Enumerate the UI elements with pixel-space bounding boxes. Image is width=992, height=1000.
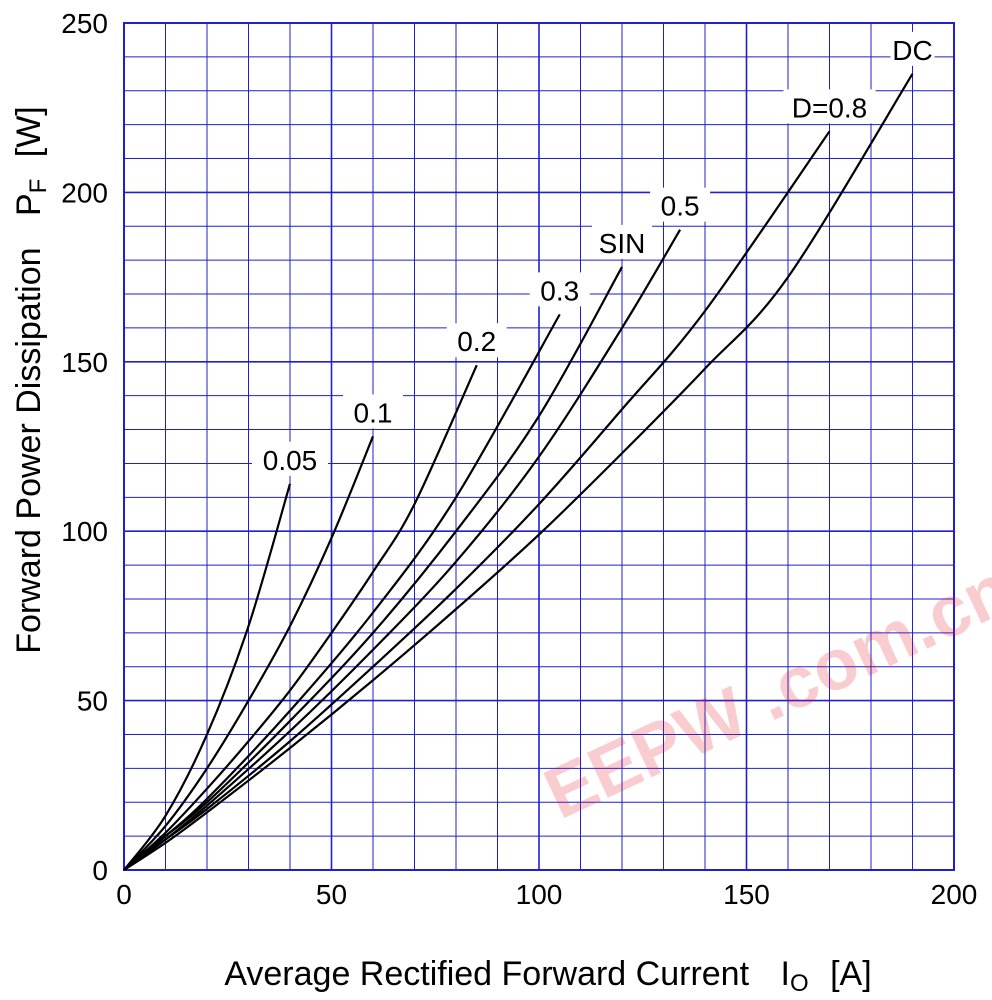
y-tick-label: 200 [61, 177, 108, 208]
y-axis-subscript: F [25, 179, 52, 194]
curve-sin [123, 266, 623, 871]
y-axis-label: Forward Power Dissipation [10, 247, 48, 653]
curve-d-0-8 [123, 130, 831, 871]
curves [123, 73, 914, 871]
x-axis-label: Average Rectified Forward Current [224, 955, 749, 993]
x-axis-title: Average Rectified Forward Current IO [A] [224, 955, 871, 999]
x-tick-label: 100 [516, 879, 563, 910]
curve-dc [123, 73, 914, 871]
curve-labels: 0.05 0.1 0.2 0.3 SIN 0.5 D=0.8 DC [252, 31, 935, 476]
curve-label-background [783, 89, 876, 124]
curve-label-d-0-8: D=0.8 [783, 89, 876, 124]
curve-label-0-5: 0.5 [650, 187, 711, 222]
curve-label-background [252, 441, 328, 476]
curve-label-0-2: 0.2 [446, 323, 507, 358]
curve-label-background [592, 224, 652, 259]
y-tick-label: 250 [61, 8, 108, 39]
curve-label-text: SIN [599, 228, 646, 259]
curve-label-sin: SIN [592, 224, 652, 259]
curve-label-background [343, 394, 403, 429]
curve-0-2 [123, 364, 478, 871]
curve-label-background [650, 187, 711, 222]
curve-label-background [446, 323, 507, 358]
curve-label-text: 0.2 [457, 326, 496, 357]
plot-frame [123, 22, 955, 871]
x-axis-symbol: I [781, 955, 790, 993]
y-axis-symbol: P [10, 193, 48, 216]
curve-0-1 [123, 435, 375, 871]
curve-label-text: DC [892, 35, 932, 66]
y-tick-label: 100 [61, 516, 108, 547]
x-axis-subscript: O [790, 970, 809, 997]
curve-label-0-1: 0.1 [343, 394, 403, 429]
grid [123, 22, 955, 871]
curve-label-text: 0.3 [540, 275, 579, 306]
curve-label-text: D=0.8 [792, 92, 868, 123]
x-tick-label: 50 [316, 879, 347, 910]
y-tick-label: 150 [61, 347, 108, 378]
curve-label-text: 0.05 [263, 445, 318, 476]
y-tick-label: 0 [92, 855, 108, 886]
curve-label-dc: DC [890, 31, 935, 66]
y-axis-title: Forward Power Dissipation PF [W] [10, 106, 54, 654]
curve-label-background [890, 31, 935, 66]
tick-labels: 0 50 100 150 200 0 50 100 150 200 250 [61, 8, 977, 910]
x-tick-label: 0 [116, 879, 132, 910]
curve-label-background [529, 272, 590, 307]
y-tick-label: 50 [77, 686, 108, 717]
x-tick-label: 200 [931, 879, 978, 910]
curve-label-text: 0.1 [354, 397, 393, 428]
curve-0-05 [123, 483, 292, 871]
y-axis-unit: [W] [10, 106, 48, 157]
x-tick-label: 150 [723, 879, 770, 910]
curve-label-0-05: 0.05 [252, 441, 328, 476]
curve-0-5 [123, 229, 682, 871]
curve-label-text: 0.5 [661, 191, 700, 222]
curve-0-3 [123, 313, 561, 871]
curve-label-0-3: 0.3 [529, 272, 590, 307]
x-axis-unit: [A] [830, 955, 872, 993]
